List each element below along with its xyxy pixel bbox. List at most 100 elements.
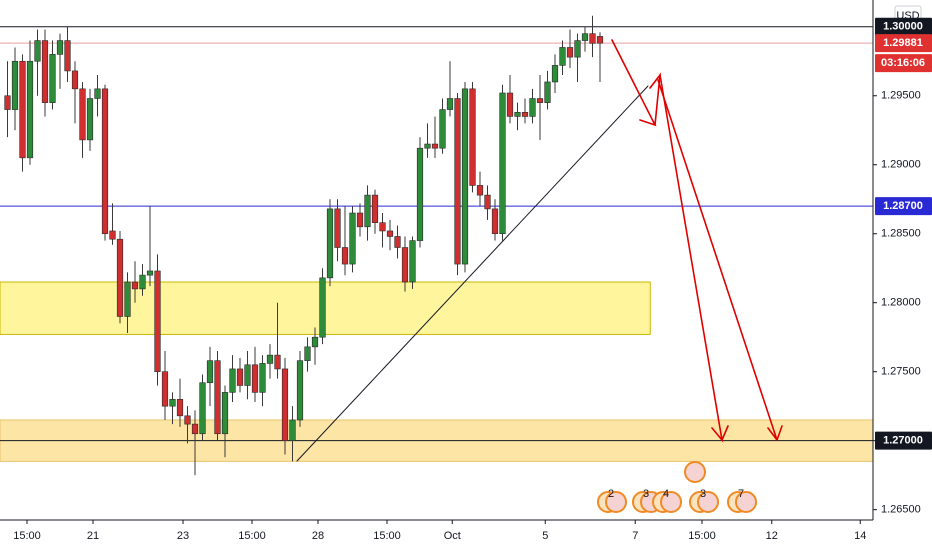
candle-body	[544, 81, 551, 103]
event-count: 3	[643, 488, 649, 500]
candle-body	[521, 112, 529, 117]
y-tick-label: 1.29000	[881, 159, 921, 171]
candle-body	[559, 47, 566, 66]
candle-body	[566, 47, 574, 58]
candle-body	[49, 54, 56, 103]
candle-body	[26, 60, 34, 159]
event-count: 4	[663, 488, 669, 500]
candle-body	[41, 40, 49, 103]
price-label-bg	[875, 431, 932, 450]
x-tick-label: 21	[87, 530, 99, 542]
candle-body	[154, 270, 161, 372]
candle-body	[259, 363, 266, 393]
price-lines	[0, 26, 873, 442]
candle-body	[476, 185, 484, 196]
countdown-bg	[875, 54, 932, 73]
candle-body	[281, 368, 289, 441]
candle-body	[311, 336, 319, 348]
candle-body	[581, 33, 589, 41]
candle-body	[431, 143, 439, 149]
price-label: 1.28700	[883, 200, 923, 212]
axes: 1.29500 1.29000 1.28500 1.28000 1.27500 1.270…	[13, 17, 932, 542]
candle-body	[71, 70, 79, 90]
candle-body	[274, 354, 281, 370]
candle-body	[244, 364, 251, 386]
candle-body	[101, 88, 109, 235]
candle-body	[484, 194, 491, 210]
candle-body	[116, 238, 124, 317]
candle-body	[94, 88, 101, 99]
candle-body	[349, 212, 356, 265]
x-tick-label: Oct	[444, 530, 461, 542]
event-icon	[605, 491, 627, 513]
candle-body	[401, 247, 409, 283]
x-tick-label: 15:00	[688, 530, 716, 542]
price-label: 1.27000	[883, 435, 923, 447]
events: 2 3 4 3 7	[597, 461, 757, 513]
price-axis	[873, 0, 932, 550]
candle-body	[596, 36, 604, 44]
candle-body	[251, 364, 259, 393]
y-tick-label: 1.28000	[881, 297, 921, 309]
candle-body	[86, 98, 94, 141]
event-count: 3	[700, 488, 706, 500]
candle-body	[506, 92, 514, 117]
candle-body	[124, 281, 131, 317]
candle-body	[379, 222, 386, 232]
candle-body	[199, 382, 206, 435]
candle-body	[11, 60, 19, 110]
candle-body	[4, 95, 11, 110]
candle-body	[454, 98, 461, 265]
y-tick-label: 1.27500	[881, 366, 921, 378]
candle-body	[304, 346, 311, 361]
event-count: 7	[738, 488, 744, 500]
x-tick-label: 15:00	[238, 530, 266, 542]
price-label-bg	[875, 34, 932, 53]
event-icon	[684, 461, 706, 483]
x-tick-label: 15:00	[373, 530, 401, 542]
candle-body	[424, 143, 431, 149]
candles	[4, 15, 604, 476]
candle-body	[589, 33, 596, 44]
trend-line	[296, 85, 649, 462]
candle-body	[469, 88, 476, 186]
x-tick-label: 12	[766, 530, 778, 542]
price-label-bg	[875, 197, 932, 216]
candle-body	[409, 240, 416, 283]
event-icon	[697, 491, 719, 513]
y-tick-label: 1.29500	[881, 90, 921, 102]
candle-body	[109, 230, 116, 240]
candle-body	[206, 360, 214, 384]
event-icon	[735, 491, 757, 513]
price-label-bg	[875, 17, 932, 36]
candle-body	[266, 354, 274, 364]
x-tick-label: 14	[854, 530, 866, 542]
candle-body	[289, 419, 296, 441]
candle-body	[319, 277, 326, 338]
candle-body	[79, 88, 86, 141]
x-tick-label: 28	[312, 530, 324, 542]
candle-body	[146, 270, 154, 276]
y-tick-label: 1.28500	[881, 228, 921, 240]
price-label: 1.29881	[883, 37, 923, 49]
candle-body	[341, 247, 349, 265]
x-tick-label: 7	[632, 530, 638, 542]
candle-body	[371, 194, 379, 223]
candle-body	[461, 88, 469, 265]
x-tick-label: 5	[542, 530, 548, 542]
candle-body	[34, 40, 41, 62]
candle-body	[139, 274, 146, 290]
candle-body	[439, 109, 446, 149]
candle-body	[491, 208, 499, 235]
arrow-head	[721, 425, 729, 441]
candle-body	[536, 98, 544, 103]
candle-body	[184, 415, 191, 425]
candle-body	[446, 98, 454, 110]
candle-body	[221, 392, 229, 435]
y-tick-label: 1.26500	[881, 504, 921, 516]
candle-body	[334, 208, 341, 248]
candle-body	[176, 398, 184, 417]
candle-body	[214, 360, 221, 435]
candle-body	[574, 40, 581, 58]
